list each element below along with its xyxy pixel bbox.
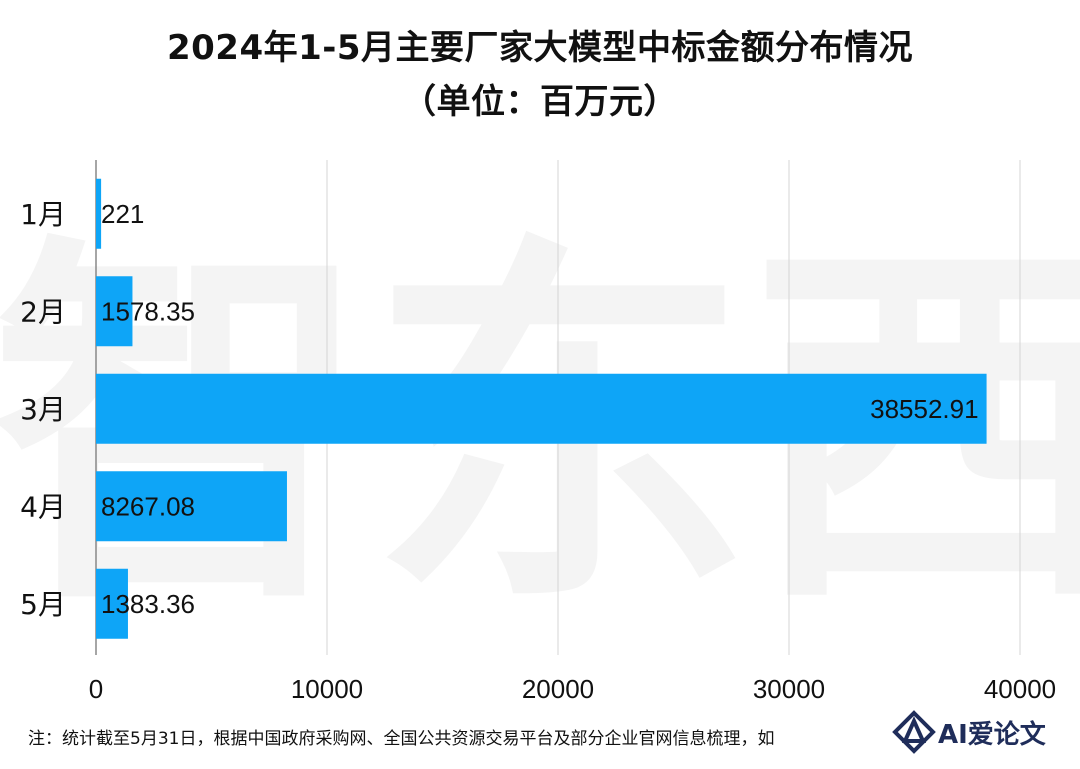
y-tick-label: 4月	[20, 490, 66, 523]
x-tick-label: 20000	[522, 674, 594, 704]
logo-icon	[892, 710, 936, 754]
bar	[96, 471, 287, 542]
y-tick-label: 3月	[20, 393, 66, 426]
bar	[96, 373, 987, 444]
y-tick-label: 5月	[20, 588, 66, 621]
bar	[96, 276, 133, 347]
data-label: 38552.91	[870, 394, 978, 424]
x-tick-label: 0	[89, 674, 103, 704]
data-label: 8267.08	[101, 491, 195, 521]
x-tick-label: 30000	[753, 674, 825, 704]
data-label: 1383.36	[101, 589, 195, 619]
y-tick-label: 2月	[20, 295, 66, 328]
x-tick-label: 10000	[291, 674, 363, 704]
watermark-logo: AI爱论文	[892, 708, 1072, 756]
x-tick-label: 40000	[984, 674, 1056, 704]
chart-subtitle-unit: （单位：百万元）	[402, 82, 678, 122]
y-tick-label: 1月	[20, 198, 66, 231]
data-label: 1578.35	[101, 296, 195, 326]
footnote: 注：统计截至5月31日，根据中国政府采购网、全国公共资源交易平台及部分企业官网信…	[28, 729, 775, 749]
chart-title: 2024年1-5月主要厂家大模型中标金额分布情况	[166, 28, 914, 68]
watermark-text: AI爱论文	[938, 719, 1046, 750]
bar	[96, 568, 128, 639]
data-label: 221	[101, 199, 144, 229]
bar	[96, 178, 102, 249]
